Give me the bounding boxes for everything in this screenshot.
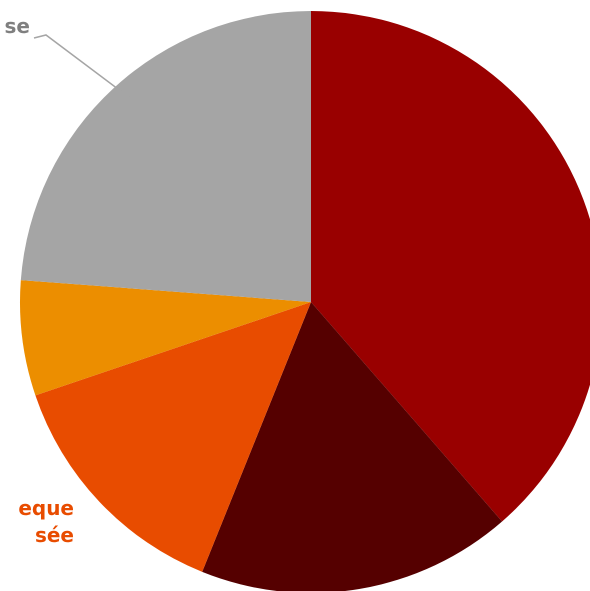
slice-label-line: sée [35, 523, 74, 547]
slice-label-3: eque sée [18, 496, 74, 547]
pie-slice-5 [20, 11, 312, 302]
pie-slice-3 [35, 302, 311, 572]
slice-label-line: eque [18, 496, 74, 520]
pie-slice-1 [311, 11, 590, 522]
pie-slice-2 [202, 302, 503, 591]
pie-slice-4 [20, 280, 311, 396]
leader-line-5 [33, 34, 131, 99]
pie-slices [20, 11, 590, 591]
slice-label-line: se [5, 14, 30, 38]
slice-label-5: se [5, 14, 30, 38]
slice-labels: eque sée se [5, 14, 74, 547]
leader-lines [33, 34, 131, 99]
